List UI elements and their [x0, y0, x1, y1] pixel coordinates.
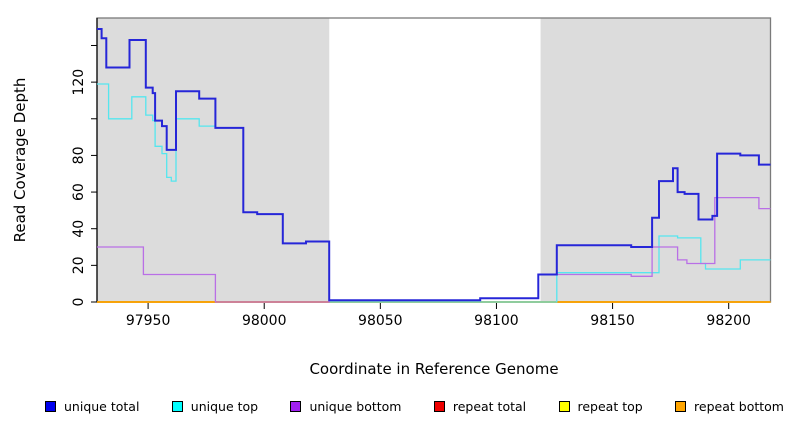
x-tick-label: 98200 [706, 313, 751, 329]
legend-label: unique top [190, 399, 259, 414]
legend-swatch-icon [675, 401, 687, 412]
legend-item-unique-top: unique top [171, 399, 259, 414]
y-tick-label: 120 [71, 69, 87, 96]
legend-swatch-icon [290, 401, 302, 412]
legend-swatch-icon [45, 401, 56, 412]
x-tick-label: 98150 [590, 313, 635, 329]
shaded-region [97, 18, 330, 302]
legend-item-unique-total: unique total [45, 399, 139, 414]
legend-swatch-icon [558, 401, 570, 412]
legend-item-repeat-top: repeat top [558, 399, 643, 414]
y-tick-label: 60 [71, 183, 87, 201]
legend-label: repeat top [577, 399, 643, 414]
series-line-unique-bottom [97, 196, 771, 303]
x-tick-label: 97950 [126, 313, 171, 329]
legend-label: unique bottom [309, 399, 402, 414]
y-axis-title: Read Coverage Depth [11, 77, 29, 243]
x-tick-label: 98100 [474, 313, 519, 329]
series-line-unique-total [97, 28, 771, 302]
legend-label: repeat total [452, 399, 527, 414]
legend: unique total unique top unique bottom re… [45, 399, 784, 414]
legend-swatch-icon [171, 401, 183, 412]
y-tick-label: 40 [71, 220, 87, 238]
shaded-region [540, 18, 771, 302]
y-tick-label: 20 [71, 256, 87, 274]
legend-label: repeat bottom [694, 399, 784, 414]
x-tick-label: 98000 [242, 313, 287, 329]
y-tick-label: 0 [71, 298, 87, 307]
legend-swatch-icon [433, 401, 445, 412]
x-axis-title: Coordinate in Reference Genome [309, 360, 559, 378]
legend-item-unique-bottom: unique bottom [290, 399, 402, 414]
y-tick-label: 80 [71, 147, 87, 165]
x-tick-label: 98050 [358, 313, 403, 329]
legend-item-repeat-bottom: repeat bottom [675, 399, 784, 414]
legend-label: unique total [64, 399, 140, 414]
legend-item-repeat-total: repeat total [433, 399, 527, 414]
